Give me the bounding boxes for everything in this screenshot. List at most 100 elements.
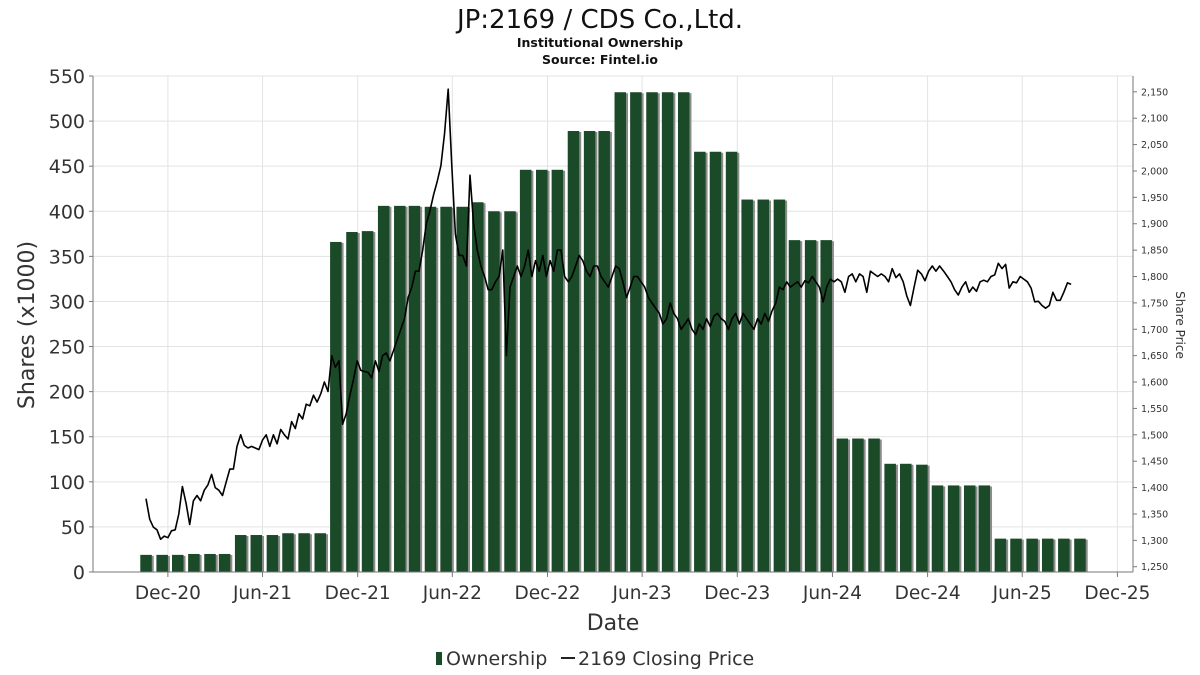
bar [773, 199, 786, 573]
bar [630, 92, 642, 572]
y2-tick-label: 1,450 [1141, 457, 1168, 468]
bar [804, 240, 817, 572]
y-tick-label: 200 [49, 382, 85, 404]
bar [140, 554, 152, 572]
bar [978, 485, 991, 572]
legend-label-price: 2169 Closing Price [578, 648, 754, 670]
plot-frame [92, 76, 1134, 573]
y-axis-label: Shares (x1000) [15, 241, 40, 409]
x-tick-label: Jun-22 [422, 583, 482, 604]
y2-tick-label: 1,900 [1141, 219, 1168, 230]
bar [836, 438, 849, 572]
bar [900, 463, 912, 572]
bar [456, 206, 468, 572]
bar [282, 533, 294, 572]
bar [884, 463, 896, 572]
x-axis-ticks: Dec-20 Jun-21 Dec-21 Jun-22 Dec-22 Jun-23 Dec-… [135, 572, 1150, 604]
bar [1074, 538, 1086, 572]
x-tick-label: Jun-25 [992, 583, 1052, 604]
legend: Ownership 2169 Closing Price [436, 648, 754, 670]
legend-swatch-ownership [436, 652, 442, 665]
bar [250, 535, 263, 572]
bar [931, 485, 944, 572]
bar [694, 151, 706, 572]
y-tick-label: 500 [49, 111, 85, 133]
bar [440, 206, 452, 572]
y-tick-label: 300 [49, 291, 85, 313]
y2-tick-label: 1,550 [1141, 404, 1168, 415]
legend-label-ownership: Ownership [446, 648, 547, 670]
bar [551, 169, 564, 572]
y2-tick-label: 1,650 [1141, 351, 1168, 362]
bar [1026, 538, 1038, 572]
bar [916, 464, 928, 572]
x-tick-label: Dec-24 [895, 583, 961, 604]
y2-tick-label: 2,100 [1141, 114, 1168, 125]
bar [330, 241, 342, 572]
bar [188, 553, 200, 572]
y2-tick-label: 1,350 [1141, 509, 1168, 520]
y2-tick-label: 1,300 [1141, 536, 1168, 547]
y2-tick-label: 1,850 [1141, 246, 1168, 257]
bar [994, 538, 1007, 572]
y2-tick-label: 2,000 [1141, 166, 1168, 177]
bar [298, 533, 310, 572]
price-line [145, 88, 1072, 541]
y2-tick-label: 1,750 [1141, 298, 1168, 309]
bar [472, 202, 484, 572]
bar [314, 533, 326, 572]
x-tick-label: Dec-25 [1084, 583, 1150, 604]
bar [394, 205, 406, 572]
bar [725, 151, 738, 572]
y-tick-label: 0 [73, 562, 85, 584]
x-tick-label: Jun-23 [612, 583, 672, 604]
bar [156, 554, 168, 572]
bar [408, 205, 421, 572]
bar [536, 169, 548, 572]
y-tick-label: 150 [49, 427, 85, 449]
y2-tick-label: 1,250 [1141, 562, 1168, 573]
x-axis-label: Date [587, 611, 640, 636]
bar [266, 535, 279, 572]
bar [234, 535, 247, 572]
y-tick-label: 400 [49, 201, 85, 223]
bar [820, 240, 832, 572]
y2-axis-label: Share Price [1173, 291, 1187, 359]
y2-tick-label: 1,600 [1141, 378, 1168, 389]
y2-tick-label: 2,050 [1141, 140, 1168, 151]
bar [868, 438, 880, 572]
bar [598, 131, 610, 572]
y-tick-label: 100 [49, 472, 85, 494]
bar [172, 554, 184, 572]
bar [1058, 538, 1070, 572]
x-tick-label: Jun-21 [232, 583, 292, 604]
bar [204, 553, 216, 572]
bar [1010, 538, 1022, 572]
bar [361, 231, 374, 572]
chart-source: Source: Fintel.io [542, 52, 658, 67]
bar [567, 131, 580, 572]
bar [218, 553, 231, 572]
y2-tick-label: 1,800 [1141, 272, 1168, 283]
x-tick-label: Dec-20 [135, 583, 201, 604]
bar [852, 438, 864, 572]
bar [947, 485, 960, 572]
bar [1041, 538, 1054, 572]
bar [788, 240, 801, 572]
y-tick-label: 450 [49, 156, 85, 178]
bar [504, 211, 516, 573]
bar [709, 151, 722, 572]
y2-tick-label: 1,400 [1141, 483, 1168, 494]
bar [488, 211, 500, 573]
bar [661, 92, 674, 572]
y2-tick-label: 1,500 [1141, 430, 1168, 441]
bar [646, 92, 658, 572]
x-tick-label: Dec-21 [325, 583, 391, 604]
y-axis-ticks: 0 50 100 150 200 250 300 350 400 450 500 550 [49, 66, 93, 584]
bar [757, 199, 770, 573]
y2-axis-ticks: 1,250 1,300 1,350 1,400 1,450 1,500 1,550 1,600… [1133, 87, 1168, 573]
bar [614, 92, 627, 572]
y2-tick-label: 1,950 [1141, 193, 1168, 204]
bar [346, 232, 358, 573]
y2-tick-label: 1,700 [1141, 325, 1168, 336]
